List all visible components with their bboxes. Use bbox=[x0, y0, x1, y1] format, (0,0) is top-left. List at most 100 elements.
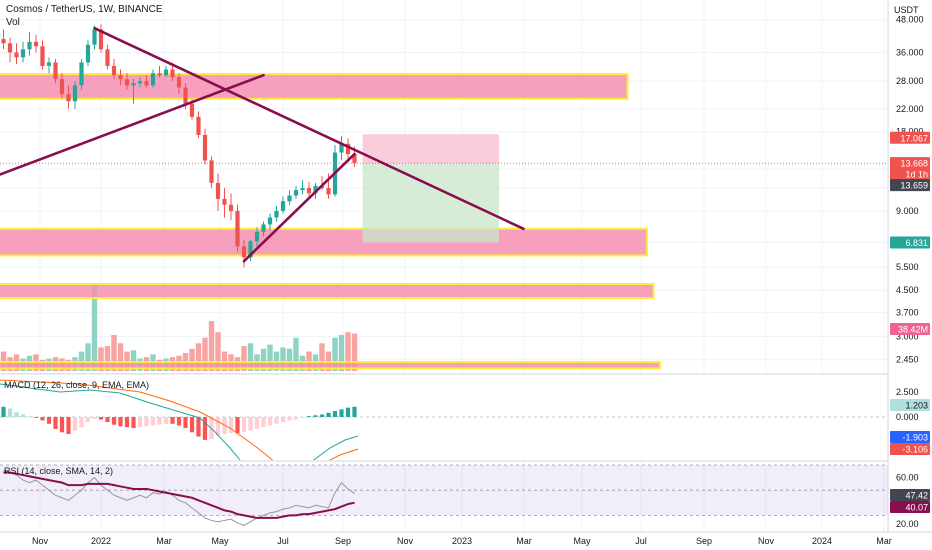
candle-body bbox=[339, 143, 344, 153]
candle-body bbox=[241, 246, 247, 258]
candle-body bbox=[7, 43, 13, 53]
macd-histogram-bar bbox=[306, 416, 312, 417]
time-axis-label: Mar bbox=[516, 536, 532, 546]
candle-body bbox=[293, 190, 299, 196]
macd-histogram-bar bbox=[1, 406, 6, 417]
time-axis-label: May bbox=[573, 536, 591, 546]
macd-histogram-bar bbox=[235, 417, 240, 434]
volume-bar bbox=[215, 332, 221, 371]
candle-body bbox=[40, 46, 45, 66]
rsi-ma-line bbox=[3, 471, 355, 519]
currency-label: USDT bbox=[894, 5, 919, 15]
support-price-badge: 6.831 bbox=[905, 238, 928, 248]
candle-body bbox=[111, 65, 117, 76]
time-axis-label: Nov bbox=[397, 536, 414, 546]
zone-lower-support bbox=[0, 283, 655, 300]
candle-body bbox=[92, 29, 97, 45]
time-axis-label: May bbox=[211, 536, 229, 546]
chart-title: Cosmos / TetherUS, 1W, BINANCE bbox=[6, 4, 163, 15]
candle-body bbox=[150, 73, 156, 86]
volume-bar bbox=[104, 346, 111, 371]
candle-body bbox=[1, 38, 6, 44]
macd-histogram-bar bbox=[79, 417, 84, 428]
last-price-badge: 13.668 bbox=[900, 159, 928, 169]
signal-value-badge: -3.106 bbox=[902, 445, 928, 455]
candle-body bbox=[306, 188, 312, 194]
macd-histogram-bar bbox=[66, 417, 71, 434]
price-tick-label: 28.000 bbox=[896, 76, 924, 86]
price-tick-label: 4.500 bbox=[896, 285, 919, 295]
rsi-value-badge: 47.42 bbox=[905, 491, 928, 501]
candle-body bbox=[274, 210, 279, 218]
time-axis-label: Jul bbox=[635, 536, 647, 546]
candle-body bbox=[202, 134, 208, 161]
signal-value-badge-bg bbox=[890, 443, 930, 455]
price-tick-label: 36.000 bbox=[896, 47, 924, 57]
macd-histogram-bar bbox=[248, 417, 253, 431]
candle-body bbox=[196, 116, 201, 135]
macd-histogram-bar bbox=[202, 417, 208, 440]
volume-bar bbox=[351, 333, 358, 371]
time-axis-label: 2023 bbox=[452, 536, 472, 546]
volume-bar bbox=[189, 348, 195, 371]
macd-histogram-bar bbox=[293, 417, 299, 420]
macd-pane[interactable] bbox=[0, 373, 932, 470]
macd-histogram-bar bbox=[274, 417, 279, 424]
secondary-price-badge-bg bbox=[890, 179, 930, 192]
rsi-legend: RSI (14, close, SMA, 14, 2) bbox=[4, 466, 113, 476]
candle-body bbox=[131, 83, 136, 86]
price-tick-label: 3.700 bbox=[896, 308, 919, 318]
time-axis-label: Jul bbox=[277, 536, 289, 546]
macd-histogram-bar bbox=[144, 417, 149, 427]
volume-bar bbox=[319, 343, 325, 371]
secondary-price-badge: 13.659 bbox=[900, 181, 928, 191]
candle-body bbox=[53, 62, 58, 80]
time-axis-label: Nov bbox=[32, 536, 49, 546]
candle-body bbox=[170, 69, 175, 78]
candle-body bbox=[46, 62, 52, 66]
price-tick-label: 3.000 bbox=[896, 332, 919, 342]
macd-histogram-bar bbox=[352, 406, 357, 417]
volume-bar bbox=[85, 343, 91, 371]
macd-histogram-bar bbox=[261, 417, 266, 428]
rsi-pane[interactable] bbox=[0, 460, 932, 527]
trendlines-layer[interactable] bbox=[0, 26, 888, 263]
volume-bar bbox=[345, 332, 351, 371]
macd-histogram-bar bbox=[131, 417, 136, 429]
short-position-tool[interactable] bbox=[362, 134, 500, 243]
price-tick-label: 5.500 bbox=[896, 262, 919, 272]
macd-histogram-bar bbox=[105, 417, 110, 423]
zone-bottom-support bbox=[0, 361, 661, 370]
volume-bar bbox=[338, 334, 345, 371]
macd-histogram-bar bbox=[92, 417, 97, 419]
candle-body bbox=[345, 143, 351, 155]
candle-body bbox=[248, 241, 253, 258]
volume-bar bbox=[117, 343, 124, 371]
candle-body bbox=[287, 195, 292, 202]
macd-histogram-bar bbox=[150, 417, 156, 426]
candle-body bbox=[27, 41, 32, 50]
candle-body bbox=[267, 217, 273, 225]
zone-support bbox=[0, 227, 648, 257]
rsi-tick-label: 60.00 bbox=[896, 473, 919, 483]
take-profit-zone bbox=[362, 163, 499, 243]
macd-histogram-bar bbox=[46, 417, 52, 424]
time-axis-label: 2024 bbox=[812, 536, 832, 546]
candle-body bbox=[176, 77, 182, 88]
macd-line bbox=[0, 383, 359, 460]
price-tick-label: 9.000 bbox=[896, 206, 919, 216]
candle-body bbox=[326, 188, 331, 195]
candle-body bbox=[280, 201, 286, 211]
macd-histogram-bar bbox=[267, 417, 273, 426]
time-axis-label: Mar bbox=[876, 536, 892, 546]
candle-body bbox=[313, 185, 318, 194]
macd-histogram-bar bbox=[280, 417, 286, 423]
candle-body bbox=[235, 210, 240, 247]
zones-front-layer bbox=[0, 283, 661, 370]
candle-body bbox=[183, 87, 188, 104]
candle-body bbox=[33, 41, 39, 47]
macd-histogram-bar bbox=[170, 417, 175, 424]
candle-body bbox=[85, 44, 91, 63]
